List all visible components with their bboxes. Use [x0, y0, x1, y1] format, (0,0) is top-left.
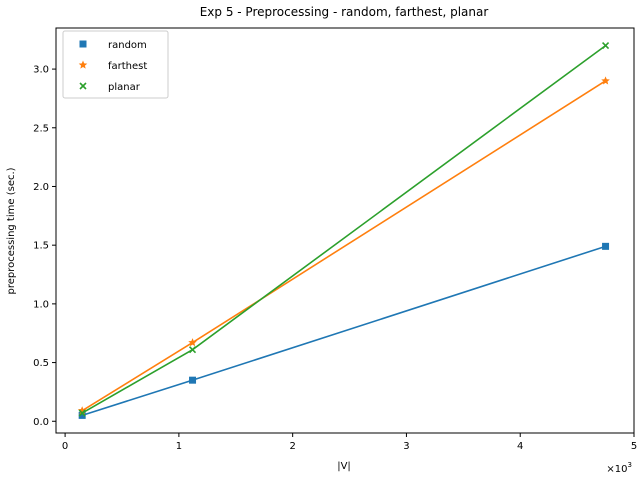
x-ticks: 0 1 2 3 4 5: [62, 433, 637, 452]
x-tick-label: 0: [62, 441, 68, 452]
data-point-random: [602, 242, 610, 250]
y-axis-label: preprocessing time (sec.): [6, 167, 17, 294]
series-line-planar: [81, 44, 607, 414]
data-point-random: [189, 376, 197, 384]
series-line-farthest: [81, 80, 606, 412]
data-point-farthest: [601, 76, 610, 85]
x-axis-scale-label: ×103: [606, 461, 632, 475]
data-point-planar: [188, 346, 197, 354]
data-point-planar: [78, 409, 86, 417]
x-tick-label: 5: [631, 441, 637, 452]
plot-frame: [55, 27, 635, 434]
data-point-planar: [601, 42, 610, 50]
y-tick-label: 0.5: [33, 358, 49, 369]
x-tick-label: 3: [403, 441, 409, 452]
x-axis-label: |V|: [337, 461, 351, 472]
y-tick-label: 2.0: [33, 182, 49, 193]
y-ticks: 0.0 0.5 1.0 1.5 2.0 2.5 3.0: [33, 65, 56, 428]
x-scale-base: ×10: [606, 464, 627, 475]
data-point-farthest: [188, 338, 197, 347]
series-layer: [77, 42, 610, 419]
x-scale-exponent: 3: [628, 461, 632, 469]
y-tick-label: 0.0: [33, 417, 49, 428]
x-tick-label: 2: [289, 441, 295, 452]
x-tick-label: 1: [176, 441, 182, 452]
legend-label-planar: planar: [108, 82, 141, 93]
y-tick-label: 1.0: [33, 299, 49, 310]
legend-marker-random: [79, 40, 87, 48]
series-line-random: [81, 245, 606, 417]
y-tick-label: 2.5: [33, 123, 49, 134]
legend-label-random: random: [108, 40, 147, 51]
legend-box: [62, 30, 169, 99]
y-tick-label: 1.5: [33, 241, 49, 252]
legend-marker-planar: [79, 82, 87, 90]
y-tick-label: 3.0: [33, 65, 49, 76]
legend-label-farthest: farthest: [108, 61, 147, 72]
chart-title: Exp 5 - Preprocessing - random, farthest…: [200, 5, 489, 19]
data-point-random: [78, 411, 86, 419]
legend-marker-farthest: [78, 60, 88, 69]
x-tick-label: 4: [517, 441, 523, 452]
legend: random farthest planar: [62, 30, 169, 99]
